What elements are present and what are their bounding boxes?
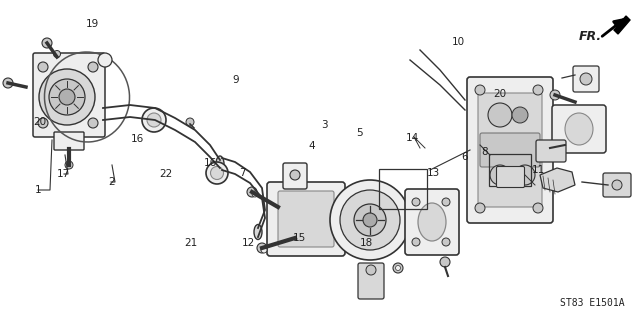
- Text: 5: 5: [357, 128, 363, 138]
- Text: 11: 11: [532, 164, 545, 175]
- Circle shape: [440, 257, 450, 267]
- FancyBboxPatch shape: [467, 77, 553, 223]
- FancyBboxPatch shape: [480, 133, 540, 167]
- Text: 8: 8: [481, 147, 487, 157]
- Circle shape: [363, 213, 377, 227]
- Circle shape: [612, 180, 622, 190]
- Circle shape: [261, 247, 267, 253]
- Circle shape: [247, 187, 257, 197]
- Circle shape: [42, 38, 52, 48]
- Text: 20: 20: [33, 116, 46, 127]
- Text: 9: 9: [233, 75, 239, 85]
- Text: 22: 22: [159, 169, 172, 180]
- Circle shape: [88, 118, 98, 128]
- Text: 16: 16: [204, 158, 217, 168]
- FancyBboxPatch shape: [552, 105, 606, 153]
- Polygon shape: [540, 168, 575, 192]
- Circle shape: [393, 263, 403, 273]
- FancyBboxPatch shape: [54, 132, 84, 150]
- Text: 3: 3: [322, 120, 328, 130]
- FancyBboxPatch shape: [536, 140, 566, 162]
- Circle shape: [512, 107, 528, 123]
- FancyBboxPatch shape: [283, 163, 307, 189]
- Circle shape: [366, 265, 376, 275]
- Circle shape: [257, 243, 267, 253]
- Text: 6: 6: [462, 152, 468, 162]
- Ellipse shape: [565, 113, 593, 145]
- Circle shape: [65, 161, 73, 169]
- Circle shape: [39, 69, 95, 125]
- Text: 14: 14: [406, 132, 419, 143]
- Circle shape: [412, 238, 420, 246]
- Circle shape: [488, 103, 512, 127]
- Circle shape: [412, 198, 420, 206]
- Text: 20: 20: [494, 89, 506, 100]
- Polygon shape: [614, 16, 630, 34]
- Circle shape: [210, 166, 224, 180]
- Text: 10: 10: [452, 36, 465, 47]
- Circle shape: [142, 108, 166, 132]
- FancyBboxPatch shape: [358, 263, 384, 299]
- Ellipse shape: [418, 203, 446, 241]
- Text: 21: 21: [185, 238, 197, 248]
- Circle shape: [186, 118, 194, 126]
- Circle shape: [533, 85, 543, 95]
- Circle shape: [59, 89, 75, 105]
- Text: 4: 4: [309, 140, 315, 151]
- Circle shape: [340, 190, 400, 250]
- Circle shape: [98, 53, 112, 67]
- Circle shape: [490, 165, 510, 185]
- Circle shape: [252, 191, 258, 197]
- Text: 15: 15: [293, 233, 306, 244]
- Circle shape: [88, 62, 98, 72]
- Circle shape: [475, 85, 485, 95]
- Circle shape: [475, 203, 485, 213]
- Circle shape: [54, 51, 61, 58]
- Text: 13: 13: [427, 168, 440, 178]
- FancyBboxPatch shape: [603, 173, 631, 197]
- Text: 1: 1: [35, 185, 41, 196]
- Ellipse shape: [216, 156, 224, 172]
- FancyBboxPatch shape: [33, 53, 105, 137]
- Text: 7: 7: [239, 168, 245, 178]
- FancyBboxPatch shape: [405, 189, 459, 255]
- Circle shape: [550, 90, 560, 100]
- Circle shape: [38, 62, 48, 72]
- Circle shape: [330, 180, 410, 260]
- Circle shape: [38, 118, 48, 128]
- Circle shape: [206, 162, 228, 184]
- Text: 19: 19: [86, 19, 99, 29]
- Text: FR.: FR.: [578, 29, 601, 43]
- Circle shape: [3, 78, 13, 88]
- Text: 12: 12: [242, 238, 255, 248]
- Ellipse shape: [254, 225, 262, 239]
- Text: 2: 2: [108, 177, 115, 188]
- Circle shape: [533, 203, 543, 213]
- FancyBboxPatch shape: [496, 166, 524, 188]
- FancyBboxPatch shape: [278, 191, 334, 247]
- Circle shape: [396, 266, 401, 270]
- Text: 17: 17: [57, 169, 70, 180]
- Circle shape: [49, 79, 85, 115]
- Text: 16: 16: [131, 134, 143, 144]
- Circle shape: [290, 170, 300, 180]
- Circle shape: [354, 204, 386, 236]
- Circle shape: [442, 198, 450, 206]
- Circle shape: [147, 113, 161, 127]
- Circle shape: [580, 73, 592, 85]
- Circle shape: [515, 165, 535, 185]
- Circle shape: [442, 238, 450, 246]
- FancyBboxPatch shape: [267, 182, 345, 256]
- FancyBboxPatch shape: [478, 93, 542, 207]
- Text: ST83 E1501A: ST83 E1501A: [561, 298, 625, 308]
- FancyBboxPatch shape: [573, 66, 599, 92]
- Text: 18: 18: [360, 238, 373, 248]
